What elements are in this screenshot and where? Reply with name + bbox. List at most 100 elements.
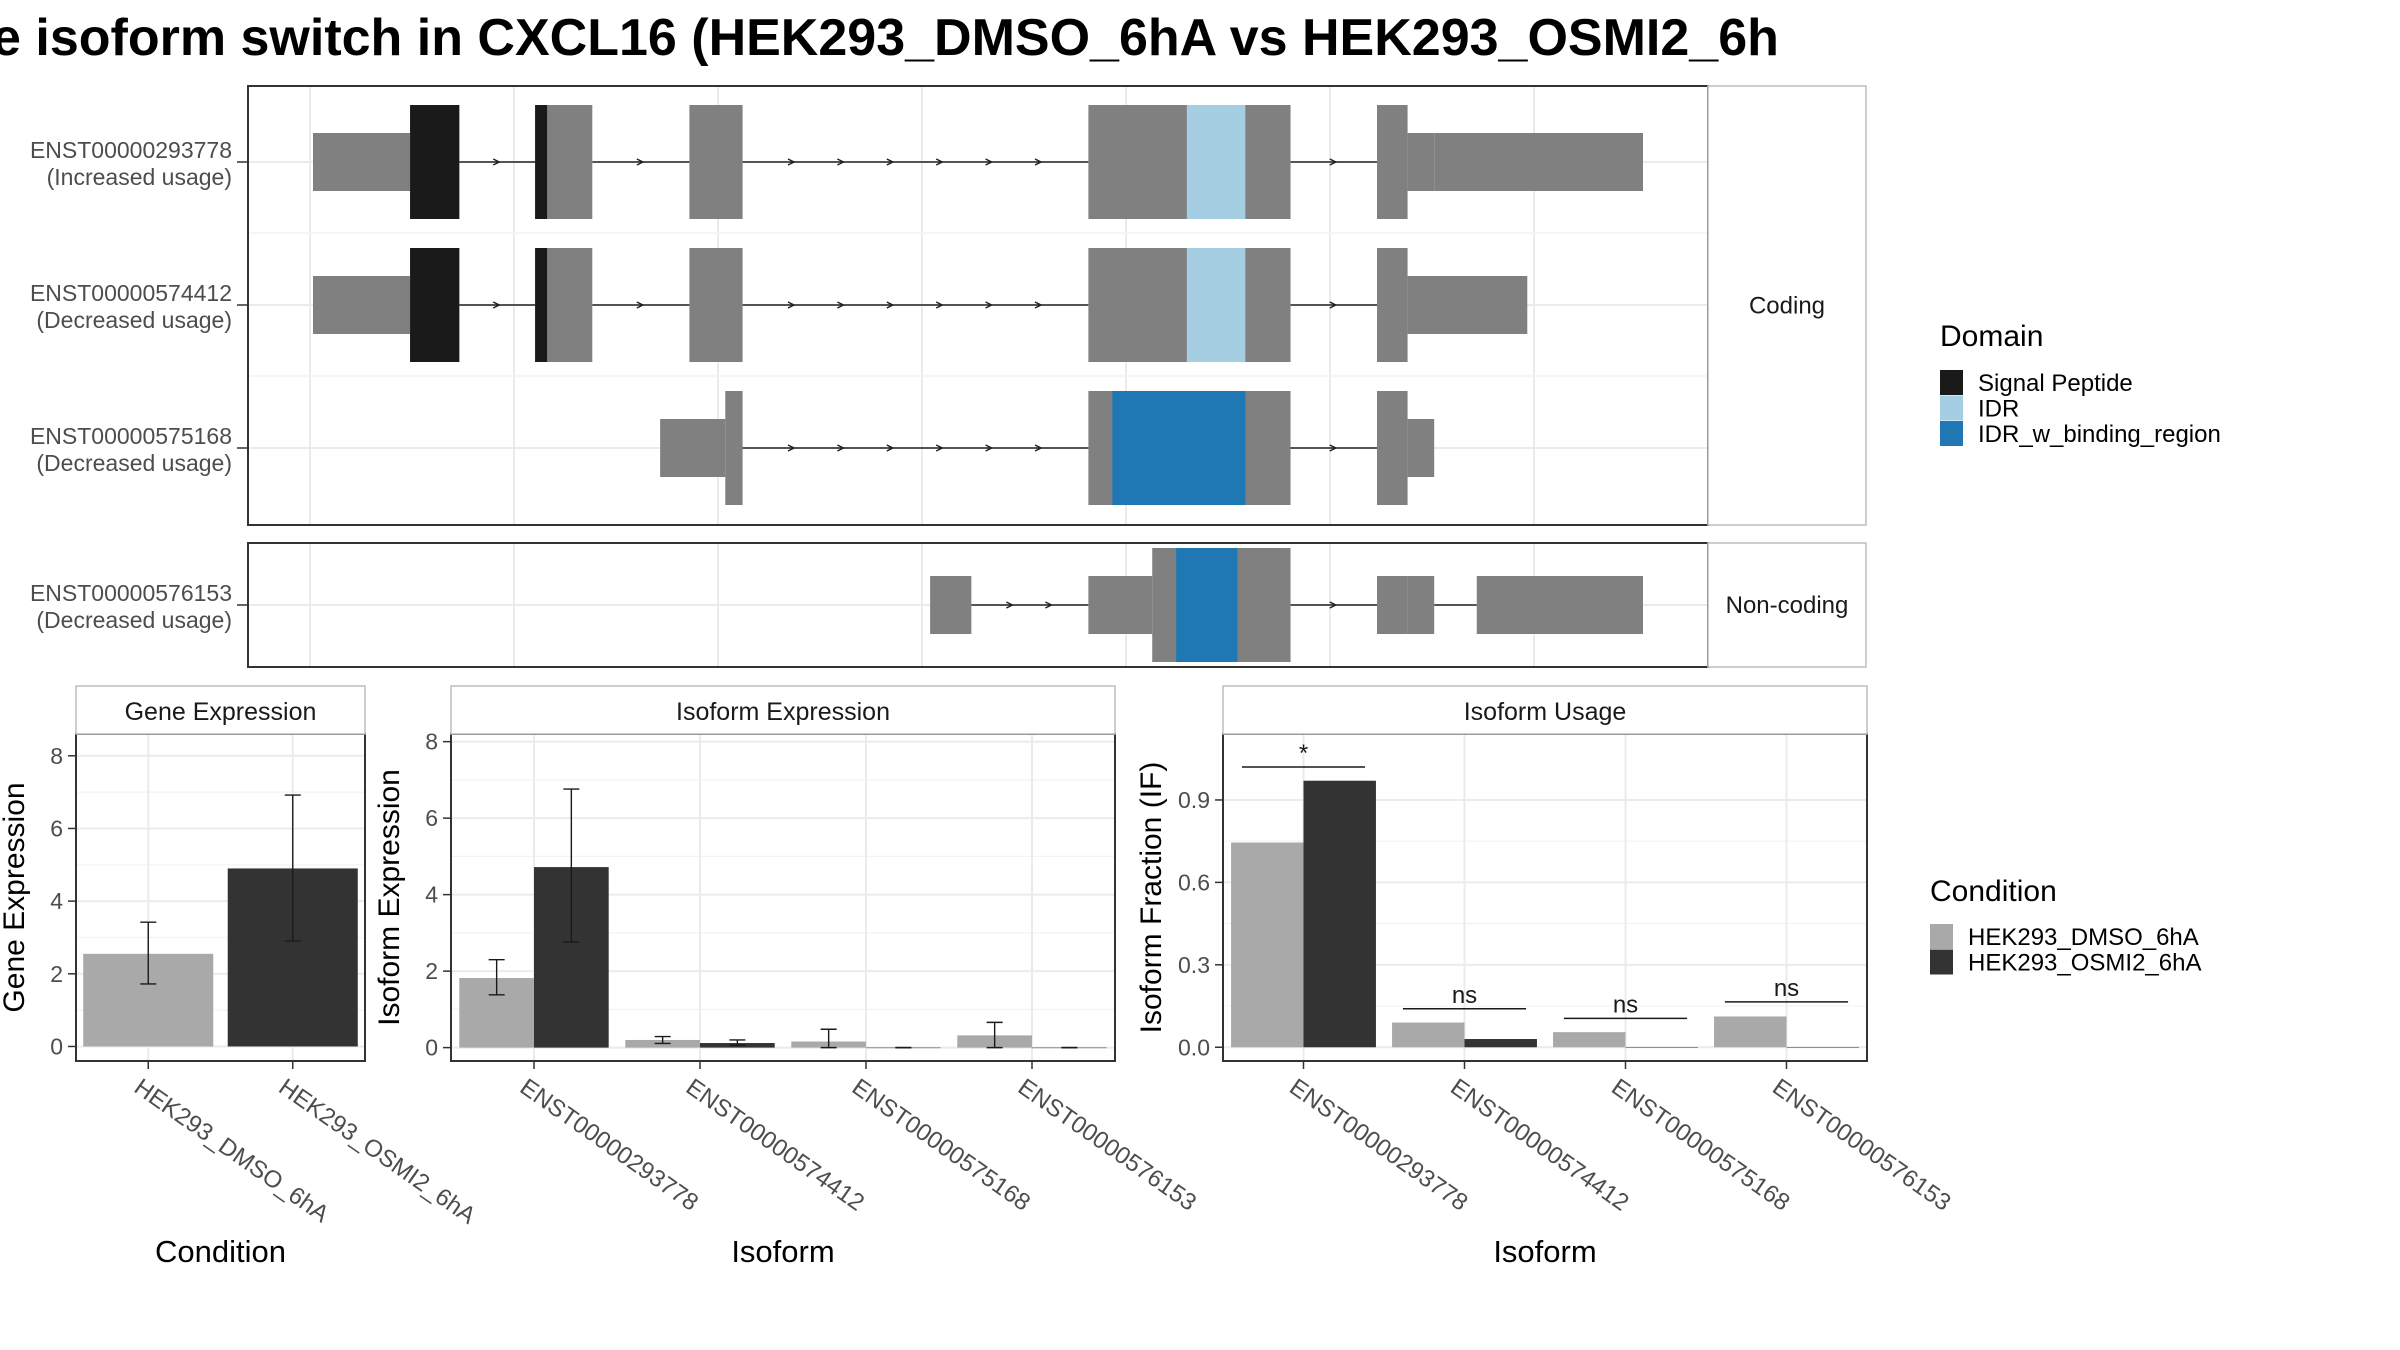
intron-arrow (1329, 158, 1338, 166)
y-tick-label: 4 (50, 888, 63, 914)
bar (1786, 1047, 1859, 1048)
legend-label: IDR (1978, 396, 2019, 423)
bar (1231, 842, 1304, 1048)
intron-arrow (492, 158, 501, 166)
utr-exon (1088, 576, 1153, 634)
domain-signal-peptide (535, 248, 548, 362)
utr-exon (660, 419, 726, 477)
y-tick-label: 0.9 (1178, 787, 1210, 813)
utr-exon (1407, 276, 1528, 334)
intron-arrow (636, 158, 645, 166)
utr-exon (1407, 419, 1435, 477)
legend-key (1930, 949, 1953, 975)
x-tick-label: ENST00000293778 (515, 1074, 703, 1217)
facet-strip (1707, 85, 1867, 526)
domain-idr-binding (1112, 391, 1246, 505)
y-axis-label: Isoform Expression (373, 769, 406, 1026)
transcript-structure-panel: ENST00000293778(Increased usage)ENST0000… (30, 85, 1867, 668)
intron-arrow (837, 444, 846, 452)
panel-strip (75, 685, 366, 735)
intron-arrow (935, 444, 944, 452)
panel-title: Isoform Expression (676, 698, 890, 726)
transcript-usage-label: (Decreased usage) (36, 307, 232, 333)
intron-arrow (1329, 601, 1338, 609)
chart-panel-isoform-expression: ENST00000293778ENST00000574412ENST000005… (373, 685, 1201, 1269)
domain-idr (1186, 105, 1246, 219)
y-tick-label: 0.3 (1178, 952, 1210, 978)
chart-panel-isoform-usage: * ENST00000293778 ns ENST00000574412 ns ENST0… (1135, 685, 1956, 1269)
domain-idr-binding (1176, 548, 1238, 662)
transcript-ENST00000574412: ENST00000574412(Decreased usage) (30, 248, 1528, 362)
significance-label: ns (1613, 991, 1638, 1018)
utr-exon (1407, 576, 1435, 634)
transcript-ENST00000576153: ENST00000576153(Decreased usage) (30, 548, 1643, 662)
transcript-usage-label: (Decreased usage) (36, 450, 232, 476)
x-tick-label: ENST00000575168 (1606, 1074, 1794, 1217)
y-tick-label: 8 (425, 729, 438, 755)
bar (1625, 1047, 1698, 1048)
legend-label: Signal Peptide (1978, 370, 2133, 397)
panel-title: Isoform Usage (1464, 698, 1627, 726)
x-tick-label: ENST00000293778 (1284, 1074, 1472, 1217)
cds-exon (1377, 248, 1408, 362)
intron-arrow (985, 158, 994, 166)
figure-title: e isoform switch in CXCL16 (HEK293_DMSO_… (0, 9, 1779, 67)
transcript-usage-label: (Increased usage) (47, 164, 232, 190)
panel-strip (450, 685, 1116, 735)
bar (1464, 1039, 1537, 1048)
intron-arrow (636, 301, 645, 309)
legend-key (1940, 395, 1963, 421)
domain-signal-peptide (410, 105, 460, 219)
x-tick-label: ENST00000574412 (681, 1074, 869, 1217)
legend-key (1940, 370, 1963, 395)
legend-label: HEK293_OSMI2_6hA (1968, 950, 2201, 977)
significance-label: ns (1452, 982, 1477, 1009)
intron-arrow (886, 301, 895, 309)
domain-signal-peptide (410, 248, 460, 362)
x-tick-label: ENST00000576153 (1767, 1074, 1955, 1217)
legend-label: HEK293_DMSO_6hA (1968, 924, 2199, 951)
facet-strip-label: Coding (1749, 293, 1825, 320)
y-tick-label: 0 (50, 1033, 63, 1059)
transcript-id-label: ENST00000574412 (30, 280, 232, 306)
intron-arrow (1034, 301, 1043, 309)
y-tick-label: 4 (425, 882, 438, 908)
intron-arrow (492, 301, 501, 309)
intron-arrow (837, 301, 846, 309)
bar-chart-panels: HEK293_DMSO_6hAHEK293_OSMI2_6hA02468Gene… (0, 685, 1956, 1269)
x-axis-label: Isoform (1493, 1234, 1596, 1269)
utr-exon (313, 133, 411, 191)
cds-exon (1377, 391, 1408, 505)
significance-label: ns (1774, 975, 1799, 1002)
y-tick-label: 0.6 (1178, 869, 1210, 895)
y-tick-label: 0.0 (1178, 1034, 1210, 1060)
x-axis-label: Condition (155, 1234, 286, 1269)
intron-arrow (935, 301, 944, 309)
y-tick-label: 6 (50, 815, 63, 841)
intron-arrow (787, 301, 796, 309)
legend-label: IDR_w_binding_region (1978, 421, 2221, 448)
domain-signal-peptide (535, 105, 548, 219)
panel-strip (1222, 685, 1868, 735)
intron-arrow (1006, 601, 1015, 609)
intron-arrow (935, 158, 944, 166)
chart-panel-gene-expression: HEK293_DMSO_6hAHEK293_OSMI2_6hA02468Gene… (0, 685, 480, 1269)
x-tick-label: ENST00000575168 (847, 1074, 1035, 1217)
bar (1714, 1016, 1787, 1048)
transcript-id-label: ENST00000575168 (30, 423, 232, 449)
x-tick-label: ENST00000574412 (1445, 1074, 1633, 1217)
intron-arrow (787, 444, 796, 452)
domain-legend: Domain Signal PeptideIDRIDR_w_binding_reg… (1940, 320, 2221, 448)
legends: Domain Signal PeptideIDRIDR_w_binding_reg… (1930, 320, 2221, 977)
intron-arrow (985, 301, 994, 309)
cds-exon (689, 105, 743, 219)
utr-exon (1434, 133, 1643, 191)
legend-key (1940, 421, 1963, 446)
utr-exon (313, 276, 411, 334)
y-axis-label: Isoform Fraction (IF) (1135, 762, 1168, 1034)
structure-facet-coding: ENST00000293778(Increased usage)ENST0000… (30, 85, 1867, 526)
intron-arrow (787, 158, 796, 166)
transcript-usage-label: (Decreased usage) (36, 607, 232, 633)
bar (1553, 1032, 1626, 1048)
domain-idr (1186, 248, 1246, 362)
